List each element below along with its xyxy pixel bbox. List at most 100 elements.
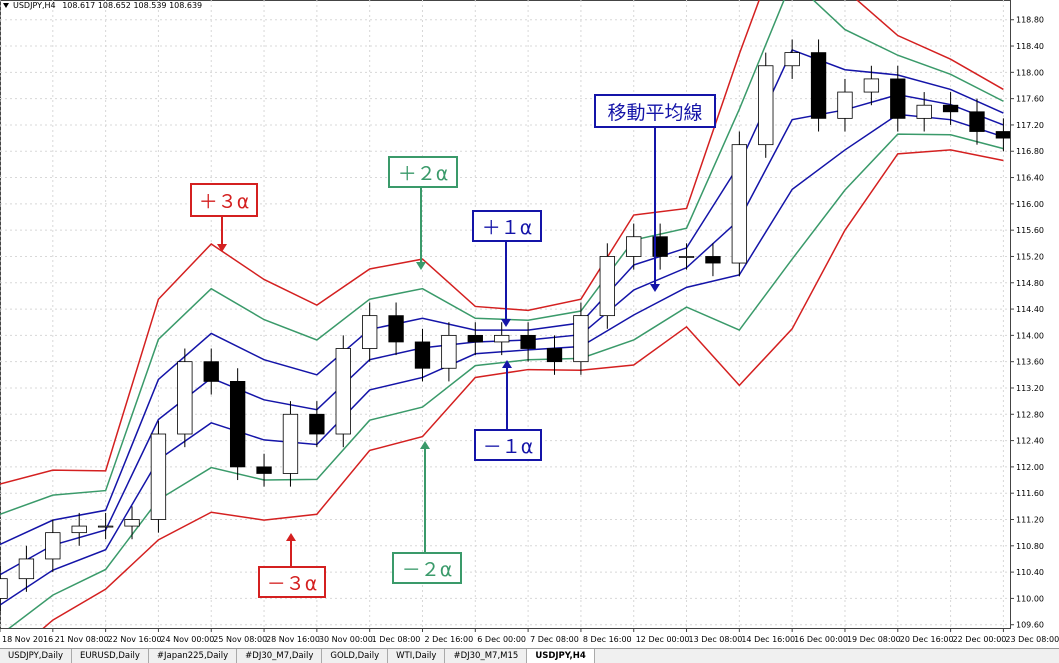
x-tick-label: 22 Dec 00:00	[953, 635, 1007, 644]
candle-body	[467, 334, 483, 343]
ohlc: 108.617 108.652 108.539 108.639	[62, 1, 202, 10]
tab[interactable]: #DJ30_M7,M15	[445, 649, 528, 663]
candle-body	[731, 144, 748, 264]
candle-body	[784, 52, 800, 67]
y-tick-label: 117.20	[1016, 121, 1044, 130]
y-tick-label: 116.80	[1016, 147, 1044, 156]
y-tick-label: 118.00	[1016, 68, 1044, 77]
plot-frame	[0, 0, 1011, 629]
y-tick-label: 110.80	[1016, 542, 1044, 551]
x-tick-label: 30 Nov 00:00	[319, 635, 373, 644]
x-tick-label: 16 Dec 00:00	[794, 635, 848, 644]
tab[interactable]: USDJPY,Daily	[0, 649, 73, 663]
y-tick-label: 113.60	[1016, 358, 1044, 367]
candle-body	[229, 381, 246, 468]
y-tick-label: 117.60	[1016, 95, 1044, 104]
candle-body	[546, 348, 563, 363]
y-tick-label: 118.80	[1016, 16, 1044, 25]
candle-body	[282, 413, 299, 474]
y-tick-label: 116.00	[1016, 200, 1044, 209]
x-tick-label: 14 Dec 16:00	[741, 635, 795, 644]
candle-body	[97, 525, 114, 528]
x-tick-label: 20 Dec 16:00	[900, 635, 954, 644]
candle-body	[309, 413, 325, 435]
y-tick-label: 114.40	[1016, 305, 1044, 314]
tab[interactable]: GOLD,Daily	[322, 649, 389, 663]
candle-body	[362, 315, 378, 349]
x-tick-label: 12 Dec 00:00	[636, 635, 690, 644]
header: USDJPY,H4 108.617 108.652 108.539 108.63…	[13, 1, 202, 10]
y-tick-label: 115.20	[1016, 252, 1044, 261]
y-tick-label: 110.00	[1016, 594, 1044, 603]
candle-body	[626, 236, 642, 257]
annotation: ＋２α	[388, 156, 458, 188]
menu-triangle[interactable]	[3, 3, 9, 8]
x-tick-label: 28 Nov 16:00	[266, 635, 320, 644]
candle-body	[177, 361, 193, 435]
x-tick-label: 8 Dec 16:00	[583, 635, 632, 644]
y-tick-label: 111.20	[1016, 515, 1044, 524]
band-line	[0, 49, 1004, 546]
candle-body	[942, 104, 959, 113]
candle-body	[45, 532, 61, 560]
x-tick-label: 24 Nov 00:00	[160, 635, 214, 644]
band-line	[0, 0, 1004, 485]
x-tick-label: 21 Nov 08:00	[55, 635, 109, 644]
tab[interactable]: #Japan225,Daily	[149, 649, 238, 663]
candle-body	[414, 341, 431, 369]
x-tick-label: 1 Dec 08:00	[372, 635, 421, 644]
y-tick-label: 112.00	[1016, 463, 1044, 472]
x-tick-label: 19 Dec 08:00	[847, 635, 901, 644]
y-tick-label: 116.40	[1016, 174, 1044, 183]
band-line	[42, 149, 1004, 628]
candle-body	[863, 78, 880, 93]
y-tick-label: 113.20	[1016, 384, 1044, 393]
x-tick-label: 23 Dec 08:00	[1005, 635, 1059, 644]
candle-body	[388, 315, 404, 343]
x-tick-label: 25 Nov 08:00	[213, 635, 267, 644]
candle-body	[494, 334, 510, 343]
y-tick-label: 112.40	[1016, 437, 1044, 446]
tab[interactable]: #DJ30_M7,Daily	[237, 649, 323, 663]
candle-body	[995, 131, 1010, 139]
annotation: －１α	[474, 429, 542, 461]
band-line	[0, 113, 1004, 606]
candle-body	[573, 315, 589, 363]
tab[interactable]: EURUSD,Daily	[72, 649, 149, 663]
x-tick-label: 13 Dec 08:00	[689, 635, 743, 644]
annotation: －３α	[258, 566, 326, 598]
tab[interactable]: USDJPY,H4	[527, 649, 595, 663]
y-tick-label: 110.40	[1016, 568, 1044, 577]
chart: USDJPY,H4 108.617 108.652 108.539 108.63…	[0, 0, 1059, 644]
y-tick-label: 111.60	[1016, 489, 1044, 498]
candle-body	[599, 256, 615, 317]
candle-body	[71, 525, 87, 534]
tab-bar: USDJPY,Daily EURUSD,Daily #Japan225,Daily #…	[0, 648, 1059, 663]
band-line	[8, 133, 1004, 628]
candle-body	[0, 578, 8, 599]
candle-body	[758, 65, 774, 146]
candle-body	[335, 348, 351, 435]
candle-body	[256, 466, 272, 474]
candle-body	[810, 52, 827, 119]
candle-body	[890, 78, 906, 119]
candle-body	[441, 334, 457, 369]
candle-body	[705, 256, 721, 264]
y-tick-label: 118.40	[1016, 42, 1044, 51]
x-tick-label: 2 Dec 16:00	[424, 635, 473, 644]
candle-body	[678, 256, 695, 258]
y-tick-label: 109.60	[1016, 621, 1044, 630]
annotation: ＋１α	[472, 210, 542, 242]
arrows	[217, 128, 660, 566]
symbol: USDJPY,H4	[13, 1, 56, 10]
y-tick-label: 114.80	[1016, 279, 1044, 288]
annotation: 移動平均線	[594, 94, 716, 128]
candle-body	[520, 334, 536, 349]
annotation: －２α	[392, 552, 462, 584]
candle-body	[969, 111, 985, 132]
tab[interactable]: WTI,Daily	[388, 649, 446, 663]
candle-body	[150, 433, 167, 520]
candle-body	[652, 236, 668, 257]
x-tick-label: 18 Nov 2016	[2, 635, 53, 644]
